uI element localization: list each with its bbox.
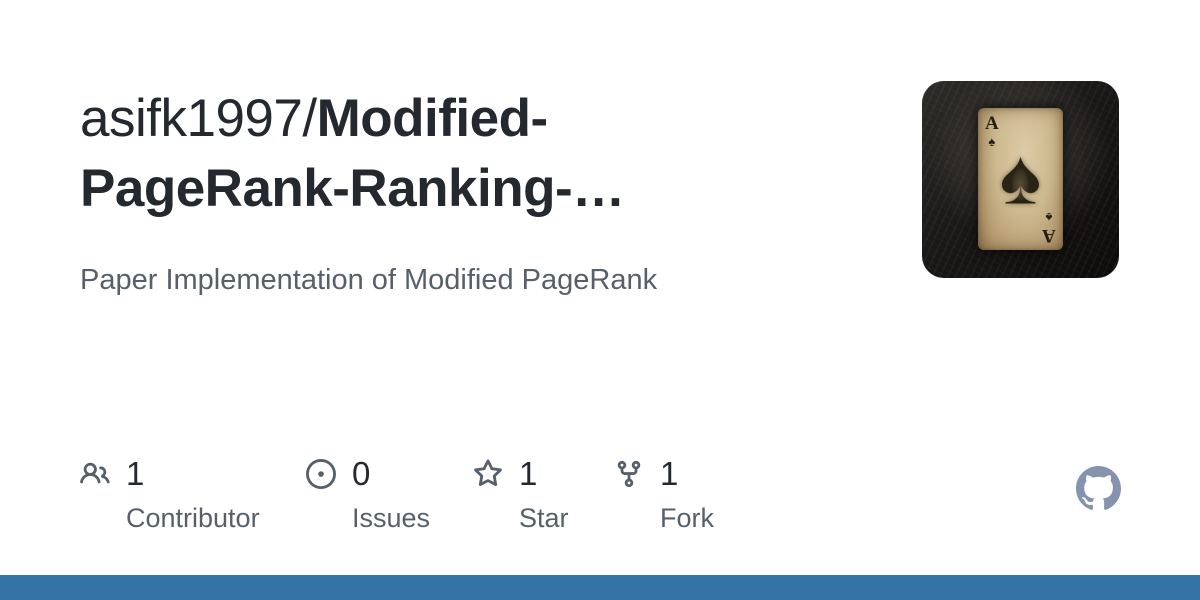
repo-name-line2: PageRank-Ranking-… — [80, 159, 625, 218]
issue-opened-icon — [306, 459, 336, 489]
stars-count: 1 — [519, 455, 538, 492]
ace-of-spades-card: A ♠ ♠ A ♠ — [978, 108, 1063, 250]
card-corner-top-left: A ♠ — [985, 114, 999, 148]
stars-label: Star — [519, 503, 569, 533]
contributors-count: 1 — [126, 455, 145, 492]
stat-stars: 1 Star — [473, 455, 569, 534]
issues-label: Issues — [352, 503, 431, 533]
issues-count: 0 — [352, 455, 371, 492]
repo-name-line1: Modified- — [316, 89, 549, 148]
stat-forks: 1 Fork — [614, 455, 714, 534]
repo-preview-image: A ♠ ♠ A ♠ — [922, 81, 1119, 278]
spade-icon: ♠ — [999, 132, 1042, 221]
language-bar — [0, 575, 1200, 600]
contributors-label: Contributor — [126, 503, 260, 533]
forks-label: Fork — [660, 503, 714, 533]
github-octocat-icon — [1076, 466, 1121, 511]
forks-count: 1 — [660, 455, 679, 492]
card-rank: A — [985, 113, 999, 134]
repo-owner: asifk1997/ — [80, 89, 317, 148]
people-icon — [80, 459, 110, 489]
card-corner-bottom-right: A ♠ — [1042, 210, 1056, 246]
card-rank: A — [1042, 225, 1056, 246]
stat-contributors: 1 Contributor — [80, 455, 260, 534]
repo-description: Paper Implementation of Modified PageRan… — [80, 264, 658, 296]
repo-title: asifk1997/Modified- PageRank-Ranking-… — [80, 84, 625, 224]
spade-icon: ♠ — [988, 134, 996, 149]
star-icon — [473, 459, 503, 489]
stat-issues: 0 Issues — [306, 455, 431, 534]
spade-icon: ♠ — [1045, 210, 1053, 225]
repo-forked-icon — [614, 459, 644, 489]
